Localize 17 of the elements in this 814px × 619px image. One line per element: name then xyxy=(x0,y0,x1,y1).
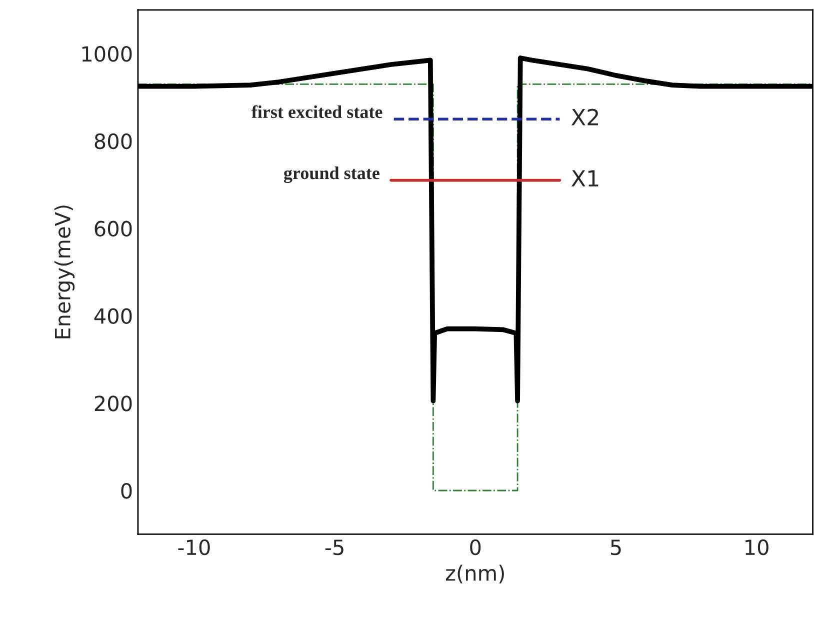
annotation: X2 xyxy=(572,108,598,126)
x-tick-label: 0 xyxy=(470,539,481,556)
y-axis-title: Energy(meV) xyxy=(54,206,75,338)
x-tick-label: 5 xyxy=(610,540,621,556)
x-tick-label: -5 xyxy=(325,540,344,556)
y-tick-label: 200 xyxy=(94,396,132,412)
y-tick-label: 600 xyxy=(94,220,132,237)
y-tick-label: 1000 xyxy=(82,46,132,62)
y-tick-label: 800 xyxy=(94,133,132,150)
x-axis-title: z(nm) xyxy=(446,564,504,584)
annotation: first excited state xyxy=(252,105,382,118)
y-tick-label: 0 xyxy=(121,482,132,499)
x-tick-label: 10 xyxy=(746,539,768,556)
y-tick-label: 400 xyxy=(94,308,132,324)
annotation: X1 xyxy=(572,170,598,186)
annotation: ground state xyxy=(284,166,380,183)
x-tick-label: -10 xyxy=(178,539,210,556)
